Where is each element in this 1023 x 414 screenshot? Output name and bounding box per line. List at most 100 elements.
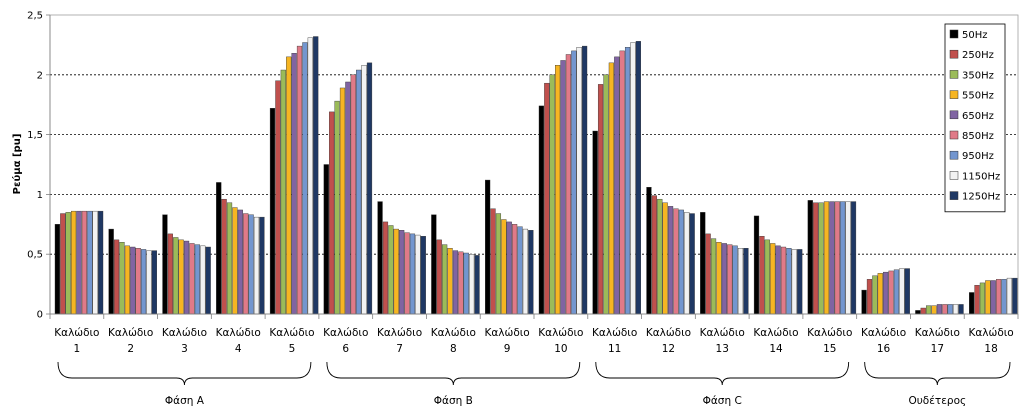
category-number: 2 xyxy=(127,343,134,355)
x-axis: Καλώδιο 1 Καλώδιο 2 Καλώδιο 3 Καλώδιο 4 Καλώδιο 5… xyxy=(49,313,1019,355)
bar-850Hz-cat-10 xyxy=(565,54,572,315)
bar-850Hz-cat-4 xyxy=(243,213,249,315)
bar-1150Hz-cat-11 xyxy=(630,42,636,315)
bar-250Hz-cat-11 xyxy=(597,84,604,315)
legend-swatch xyxy=(949,171,959,180)
bar-950Hz-cat-7 xyxy=(409,233,416,315)
bar-950Hz-cat-11 xyxy=(624,47,631,315)
bar-350Hz-cat-18 xyxy=(979,282,986,315)
bar-950Hz-cat-16 xyxy=(893,269,900,315)
bar-550Hz-cat-7 xyxy=(393,228,399,315)
bar-1150Hz-cat-10 xyxy=(576,47,582,315)
bar-350Hz-cat-6 xyxy=(334,100,340,315)
bar-50Hz-cat-12 xyxy=(646,187,652,315)
group-label: Φάση A xyxy=(165,395,205,407)
category-number: 13 xyxy=(716,343,729,355)
bar-250Hz-cat-8 xyxy=(436,239,442,315)
legend-swatch xyxy=(949,90,959,99)
bar-1150Hz-cat-2 xyxy=(146,250,152,315)
bar-1250Hz-cat-9 xyxy=(528,230,534,315)
legend-swatch xyxy=(949,49,959,59)
bar-1250Hz-cat-4 xyxy=(259,216,265,315)
bar-550Hz-cat-16 xyxy=(877,273,883,315)
bar-250Hz-cat-4 xyxy=(221,198,227,315)
category-number: 15 xyxy=(823,343,836,355)
category-number: 10 xyxy=(554,343,567,355)
bar-50Hz-cat-5 xyxy=(269,108,276,315)
bar-250Hz-cat-1 xyxy=(60,213,66,315)
bar-550Hz-cat-11 xyxy=(608,62,614,315)
bar-50Hz-cat-17 xyxy=(915,310,921,315)
bar-550Hz-cat-17 xyxy=(931,305,937,315)
bar-50Hz-cat-10 xyxy=(538,105,545,315)
bar-850Hz-cat-12 xyxy=(673,208,679,315)
bar-550Hz-cat-15 xyxy=(823,201,830,315)
bar-950Hz-cat-14 xyxy=(786,248,792,315)
category-label: Καλώδιο xyxy=(969,327,1014,339)
category-label: Καλώδιο xyxy=(915,327,960,339)
bar-650Hz-cat-11 xyxy=(614,56,620,315)
bar-550Hz-cat-12 xyxy=(662,202,668,315)
bar-550Hz-cat-14 xyxy=(770,243,776,315)
legend-label: 1250Hz xyxy=(962,192,1000,203)
bar-850Hz-cat-15 xyxy=(834,201,840,315)
bar-50Hz-cat-3 xyxy=(162,214,168,315)
category-number: 7 xyxy=(396,343,403,355)
bar-350Hz-cat-5 xyxy=(280,69,286,315)
bar-550Hz-cat-8 xyxy=(447,248,453,315)
bar-650Hz-cat-9 xyxy=(506,221,512,315)
category-number: 8 xyxy=(450,343,457,355)
bar-50Hz-cat-9 xyxy=(485,179,491,315)
bar-1250Hz-cat-17 xyxy=(958,304,964,315)
category-number: 6 xyxy=(342,343,349,355)
bar-550Hz-cat-10 xyxy=(555,65,561,315)
bar-850Hz-cat-8 xyxy=(458,251,464,315)
bar-250Hz-cat-9 xyxy=(490,208,496,315)
bar-950Hz-cat-18 xyxy=(1001,279,1007,315)
bar-250Hz-cat-3 xyxy=(167,233,173,315)
bar-650Hz-cat-12 xyxy=(667,206,674,315)
group-label: Φάση B xyxy=(434,395,473,407)
legend: 50Hz 250Hz 350Hz 550Hz 650Hz 850Hz 950Hz 1150Hz… xyxy=(944,23,1006,213)
bar-350Hz-cat-12 xyxy=(657,198,663,315)
bar-650Hz-cat-2 xyxy=(130,246,136,315)
bar-550Hz-cat-3 xyxy=(178,239,184,315)
category-number: 14 xyxy=(769,343,783,355)
y-tick-label: 2 xyxy=(37,70,43,81)
bar-1250Hz-cat-1 xyxy=(97,210,104,315)
bar-550Hz-cat-1 xyxy=(70,210,77,315)
bar-50Hz-cat-13 xyxy=(700,212,706,315)
bar-50Hz-cat-15 xyxy=(807,200,813,315)
category-number: 12 xyxy=(662,343,675,355)
category-number: 3 xyxy=(181,343,188,355)
bar-650Hz-cat-8 xyxy=(452,250,459,315)
bar-350Hz-cat-8 xyxy=(442,244,448,315)
category-label: Καλώδιο xyxy=(323,327,368,339)
bar-50Hz-cat-14 xyxy=(753,215,760,315)
bar-1150Hz-cat-12 xyxy=(684,212,690,315)
bar-350Hz-cat-1 xyxy=(65,212,71,315)
bar-50Hz-cat-4 xyxy=(216,182,222,315)
bars xyxy=(54,36,1018,315)
bar-250Hz-cat-12 xyxy=(651,195,657,315)
bar-650Hz-cat-18 xyxy=(990,280,996,315)
legend-swatch xyxy=(949,130,959,140)
bar-650Hz-cat-13 xyxy=(721,243,727,315)
bar-850Hz-cat-6 xyxy=(350,74,356,315)
bar-550Hz-cat-13 xyxy=(716,242,722,315)
bar-250Hz-cat-13 xyxy=(705,233,711,315)
category-label: Καλώδιο xyxy=(431,327,476,339)
bar-1150Hz-cat-14 xyxy=(791,249,797,315)
bar-1150Hz-cat-3 xyxy=(200,245,206,315)
category-label: Καλώδιο xyxy=(753,327,798,339)
bar-650Hz-cat-4 xyxy=(237,209,243,315)
bar-950Hz-cat-8 xyxy=(463,252,469,315)
bar-250Hz-cat-6 xyxy=(329,111,335,315)
bar-350Hz-cat-14 xyxy=(764,239,770,315)
bar-850Hz-cat-1 xyxy=(81,210,88,315)
legend-swatch xyxy=(949,70,959,79)
bar-650Hz-cat-15 xyxy=(829,201,835,315)
bar-1250Hz-cat-12 xyxy=(689,213,695,315)
bar-50Hz-cat-6 xyxy=(323,164,329,315)
bar-1150Hz-cat-17 xyxy=(953,304,959,315)
